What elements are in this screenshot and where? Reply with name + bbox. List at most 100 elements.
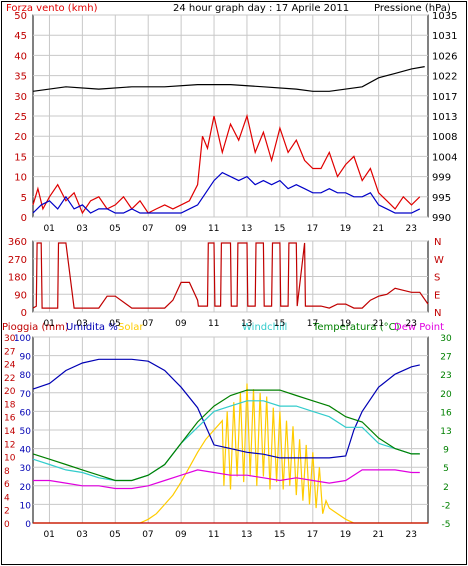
- y-tick-label-wind: 45: [14, 31, 27, 42]
- y2-tick-label-compass: N: [434, 237, 441, 248]
- y2-tick-label-compass: S: [434, 273, 440, 284]
- x-tick-label: 11: [208, 530, 219, 540]
- x-tick-label: 23: [406, 224, 417, 234]
- y2-tick-label-pressure: 1013: [432, 112, 457, 123]
- y-tick-label-wind: 15: [14, 152, 27, 163]
- y-tick-label-rain: 18: [4, 400, 16, 410]
- x-tick-label: 13: [241, 224, 252, 234]
- x-tick-label: 21: [373, 224, 384, 234]
- series-line-direction: [32, 242, 429, 309]
- y2-tick-label-temperature: 16: [440, 408, 452, 418]
- y-tick-label-wind: 10: [14, 173, 27, 184]
- y-tick-label-wind: 30: [14, 92, 27, 103]
- x-tick-label: 03: [76, 224, 87, 234]
- y-tick-label-humidity: 40: [20, 446, 32, 456]
- panel-2: [32, 240, 429, 313]
- x-tick-label: 05: [109, 319, 120, 329]
- y2-tick-label-pressure: 1026: [432, 51, 457, 62]
- y-tick-label-rain: 4: [4, 493, 10, 503]
- y2-tick-label-pressure: 1035: [432, 11, 457, 22]
- x-tick-label: 03: [76, 530, 87, 540]
- series-line-windchill: [32, 400, 420, 482]
- y2-tick-label-pressure: 995: [432, 193, 451, 204]
- y-tick-label-rain: 0: [4, 520, 10, 530]
- x-tick-label: 07: [142, 530, 153, 540]
- y-tick-label-rain: 6: [4, 480, 10, 490]
- legend-temperature: Temperatura (°C): [312, 322, 400, 333]
- pressure-axis-label: Pressione (hPa): [374, 3, 451, 14]
- x-tick-label: 13: [241, 530, 252, 540]
- y-tick-label-wind: 35: [14, 72, 27, 83]
- legend-humidity: Umidita %: [66, 322, 118, 333]
- y-tick-label-humidity: 60: [20, 408, 32, 418]
- y2-tick-label-temperature: -5: [442, 520, 451, 530]
- y-tick-label-direction: 360: [8, 237, 27, 248]
- y2-tick-label-temperature: 23: [440, 371, 451, 381]
- series-line-humidity: [32, 358, 420, 459]
- y2-tick-label-pressure: 1022: [432, 72, 457, 83]
- y2-tick-label-pressure: 1017: [432, 92, 457, 103]
- panel-1: [32, 14, 429, 218]
- y-tick-label-rain: 27: [4, 347, 15, 357]
- y-tick-label-humidity: 10: [20, 501, 32, 511]
- y-tick-label-humidity: 90: [20, 353, 32, 363]
- x-tick-label: 07: [142, 319, 153, 329]
- y2-tick-label-pressure: 990: [432, 213, 451, 224]
- y-tick-label-humidity: 70: [20, 390, 32, 400]
- series-line-gust: [32, 113, 421, 215]
- y-tick-label-direction: 90: [14, 290, 27, 301]
- x-tick-label: 05: [109, 530, 120, 540]
- legend-rain: Pioggia (mm): [2, 322, 69, 333]
- x-tick-label: 17: [307, 530, 318, 540]
- y-tick-label-direction: 0: [21, 308, 27, 319]
- y-tick-label-humidity: 0: [25, 520, 31, 530]
- y-tick-label-rain: 16: [4, 414, 16, 424]
- chart-title: 24 hour graph day : 17 Aprile 2011: [173, 3, 349, 14]
- y-tick-label-humidity: 50: [20, 427, 32, 437]
- y2-tick-label-pressure: 1004: [432, 152, 457, 163]
- series-line-dew_point: [33, 469, 420, 490]
- x-tick-label: 11: [208, 319, 219, 329]
- series-line-temperature: [32, 389, 420, 482]
- y-tick-label-rain: 30: [4, 334, 16, 344]
- x-tick-label: 17: [307, 319, 318, 329]
- panel-3: [32, 336, 429, 524]
- x-tick-label: 09: [175, 530, 187, 540]
- y-tick-label-rain: 24: [4, 361, 16, 371]
- x-tick-label: 15: [274, 224, 285, 234]
- y-tick-label-humidity: 30: [20, 464, 32, 474]
- y2-tick-label-temperature: 30: [440, 334, 452, 344]
- y2-tick-label-pressure: 1031: [432, 31, 457, 42]
- y2-tick-label-compass: N: [434, 308, 441, 319]
- x-tick-label: 19: [340, 319, 352, 329]
- series-line-avg: [32, 171, 421, 214]
- y-tick-label-wind: 5: [21, 193, 27, 204]
- y-tick-label-rain: 12: [4, 440, 15, 450]
- y2-tick-label-pressure: 999: [432, 173, 451, 184]
- y-tick-label-wind: 50: [14, 11, 27, 22]
- y-tick-label-direction: 180: [8, 273, 27, 284]
- wind-speed-axis-label: Forza vento (kmh): [6, 3, 98, 14]
- y-tick-label-rain: 2: [4, 507, 10, 517]
- y2-tick-label-compass: W: [434, 255, 444, 266]
- y-tick-label-rain: 14: [4, 427, 16, 437]
- y2-tick-label-temperature: -2: [442, 501, 451, 511]
- x-tick-label: 09: [175, 319, 187, 329]
- y2-tick-label-compass: E: [434, 290, 440, 301]
- x-tick-label: 17: [307, 224, 318, 234]
- y2-tick-label-temperature: 5: [443, 464, 449, 474]
- x-tick-label: 23: [406, 530, 417, 540]
- x-tick-label: 23: [406, 319, 417, 329]
- y2-tick-label-pressure: 1008: [432, 132, 457, 143]
- x-tick-label: 01: [43, 224, 54, 234]
- y2-tick-label-temperature: 9: [443, 446, 449, 456]
- x-tick-label: 09: [175, 224, 187, 234]
- y2-tick-label-temperature: 13: [440, 427, 451, 437]
- x-tick-label: 19: [340, 224, 352, 234]
- x-tick-label: 03: [76, 319, 87, 329]
- y-tick-label-humidity: 80: [20, 371, 32, 381]
- y-tick-label-wind: 25: [14, 112, 27, 123]
